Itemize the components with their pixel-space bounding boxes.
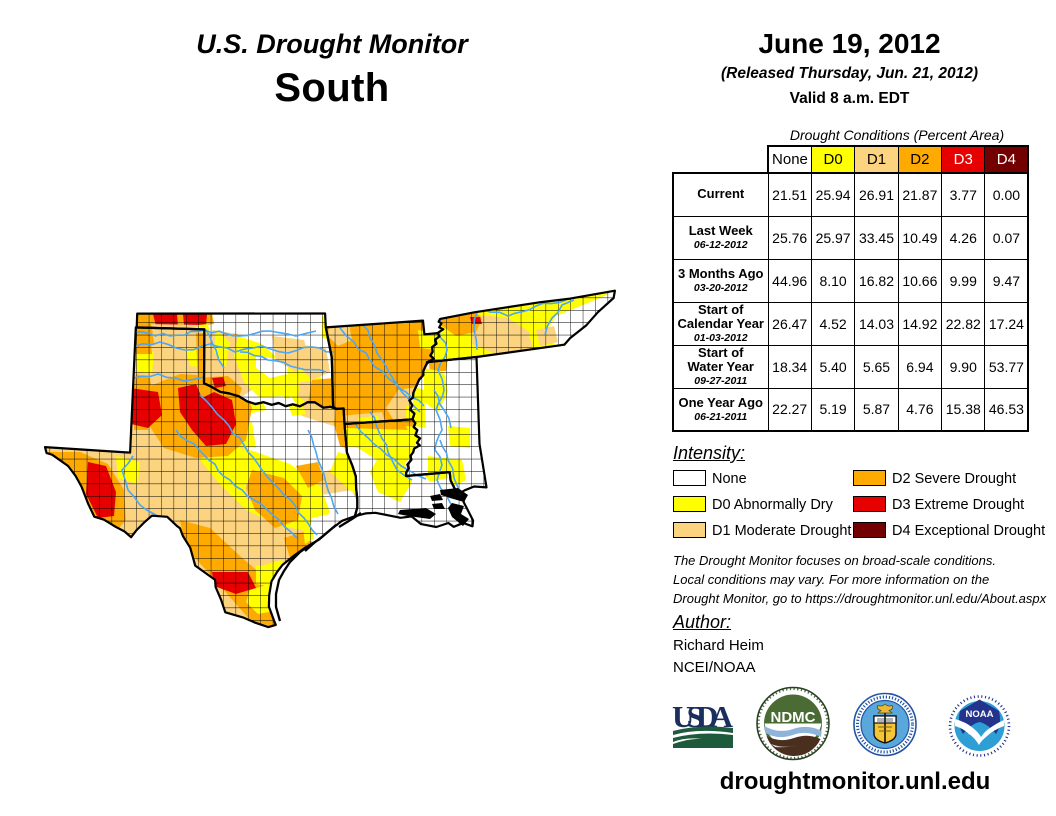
svg-text:NDMC: NDMC [771, 709, 816, 726]
svg-text:NOAA: NOAA [966, 709, 994, 720]
